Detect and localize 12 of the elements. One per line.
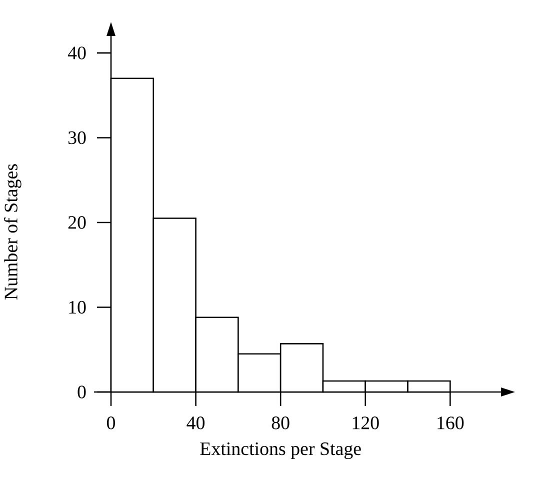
y-tick-label: 20 <box>68 216 86 229</box>
x-tick-label: 160 <box>438 416 464 430</box>
y-tick-label: 30 <box>68 131 86 144</box>
x-tick-label: 80 <box>272 416 290 430</box>
x-axis-title: Extinctions per Stage <box>200 442 361 460</box>
y-tick-label: 10 <box>69 300 86 314</box>
x-tick-label: 0 <box>106 416 115 430</box>
x-tick-label: 40 <box>186 416 205 430</box>
y-tick-label: 40 <box>68 46 86 60</box>
y-axis-title: Number of Stages <box>4 164 22 300</box>
y-tick-label: 0 <box>78 386 86 398</box>
x-tick-label: 120 <box>352 416 379 430</box>
